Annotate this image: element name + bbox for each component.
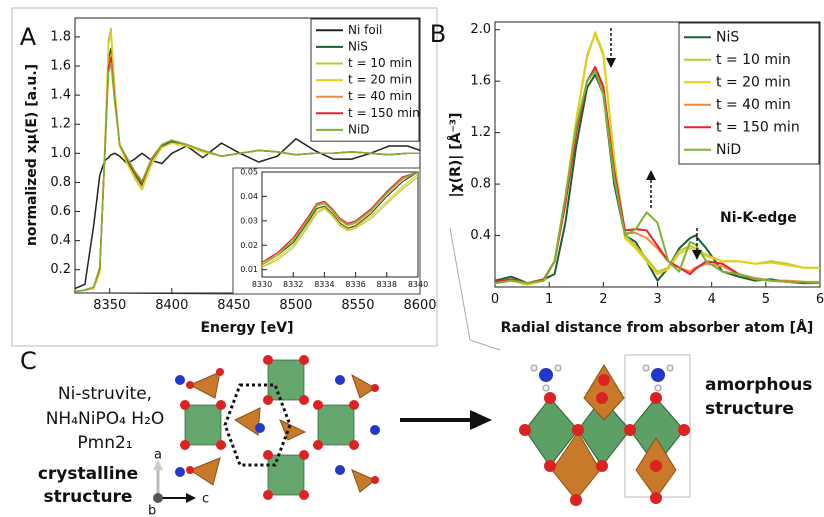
y-tick-label: 0.8 [50, 175, 71, 190]
legend-label: t = 10 min [348, 56, 412, 70]
x-tick-label: 8450 [217, 298, 250, 313]
panel-label: A [20, 23, 37, 51]
legend-label: NiD [716, 142, 741, 158]
x-tick-label: 1 [545, 292, 553, 307]
x-tick-label: 8500 [279, 298, 312, 313]
y-tick-label: 1.0 [50, 146, 71, 161]
x-tick-label: 3 [653, 292, 661, 307]
lattice-axes: a c b [148, 448, 209, 517]
y-tick-label: 0.04 [240, 192, 258, 201]
y-tick-label: 0.2 [50, 262, 71, 277]
x-tick-label: 8336 [345, 280, 365, 289]
annotation: Ni-K-edge [720, 210, 797, 226]
y-tick-label: 0.03 [240, 216, 258, 225]
axis-a: a [154, 448, 162, 463]
legend-label: t = 150 min [716, 119, 800, 135]
y-tick-label: 0.05 [240, 168, 258, 177]
x-axis-label: Radial distance from absorber atom [Å] [501, 319, 814, 336]
y-tick-label: 1.4 [50, 88, 71, 103]
connector [450, 228, 500, 350]
x-tick-label: 6 [816, 292, 824, 307]
legend-box [679, 23, 819, 164]
y-tick-label: 1.2 [470, 125, 491, 140]
y-tick-label: 2.0 [470, 22, 491, 37]
y-tick-label: 1.2 [50, 117, 71, 132]
y-tick-label: 0.6 [50, 204, 71, 219]
legend-label: t = 40 min [716, 97, 791, 113]
y-tick-label: 0.01 [240, 265, 258, 274]
axis-b: b [148, 504, 156, 517]
legend-label: NiS [348, 39, 368, 53]
legend-label: NiD [348, 122, 370, 136]
crystal-structure [175, 355, 380, 500]
amorphous-structure [519, 355, 690, 506]
legend-label: NiS [716, 29, 739, 45]
x-tick-label: 8340 [408, 280, 428, 289]
y-tick-label: 0.02 [240, 241, 258, 250]
formula: NH₄NiPO₄ H₂O [46, 409, 165, 429]
crystalline-label: structure [44, 487, 133, 507]
amorphous-label: amorphous [705, 375, 812, 395]
legend-label: t = 10 min [716, 52, 791, 68]
space-group: Pmn2₁ [77, 433, 132, 453]
legend-label: t = 40 min [348, 89, 412, 103]
x-tick-label: 8330 [252, 280, 272, 289]
amorphous-label: structure [705, 399, 794, 419]
x-tick-label: 8338 [377, 280, 397, 289]
x-tick-label: 8332 [283, 280, 303, 289]
crystalline-label: crystalline [38, 464, 138, 484]
y-axis-label: normalized xμ(E) [a.u.] [24, 64, 40, 246]
y-axis-label: |χ(R)| [Å⁻³] [447, 113, 464, 198]
legend-label: t = 150 min [348, 106, 420, 120]
legend-label: Ni foil [348, 23, 382, 37]
figure: 8350 8400 8450 8500 8550 8600 0.2 0.4 0.6 0.8 1.0 1… [0, 0, 824, 517]
x-tick-label: 8550 [341, 298, 374, 313]
y-tick-label: 0.4 [50, 233, 71, 248]
panel-label: C [20, 347, 37, 375]
axis-c: c [202, 492, 209, 507]
compound-name: Ni-struvite, [58, 384, 152, 404]
plots: 8350 8400 8450 8500 8550 8600 0.2 0.4 0.6 0.8 1.0 1… [20, 18, 824, 336]
y-tick-label: 0.4 [470, 228, 491, 243]
x-tick-label: 4 [708, 292, 716, 307]
x-tick-label: 8400 [155, 298, 188, 313]
x-tick-label: 8600 [403, 298, 436, 313]
x-axis-label: Energy [eV] [200, 320, 293, 336]
y-tick-label: 0.8 [470, 177, 491, 192]
y-tick-label: 1.8 [50, 29, 71, 44]
transformation-arrow [400, 410, 492, 430]
x-tick-label: 8334 [314, 280, 334, 289]
x-tick-label: 0 [491, 292, 499, 307]
x-tick-label: 5 [762, 292, 770, 307]
x-tick-label: 8350 [93, 298, 126, 313]
x-tick-label: 2 [599, 292, 607, 307]
legend-label: t = 20 min [348, 73, 412, 87]
panel-label: B [430, 20, 446, 48]
y-tick-label: 1.6 [470, 74, 491, 89]
y-tick-label: 1.6 [50, 59, 71, 74]
legend-label: t = 20 min [716, 74, 791, 90]
